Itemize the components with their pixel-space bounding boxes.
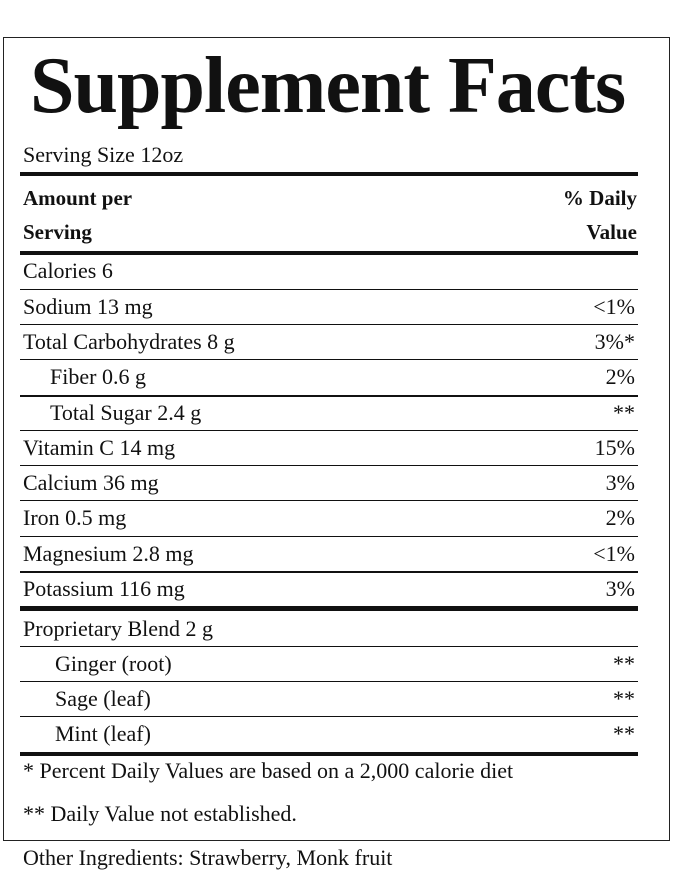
amount-header-line2: Serving xyxy=(23,220,92,244)
nutrient-dv: 15% xyxy=(594,435,635,460)
row-divider xyxy=(20,430,638,431)
nutrient-label: Potassium 116 mg xyxy=(23,576,185,601)
row-divider xyxy=(20,500,638,501)
nutrient-label: Vitamin C 14 mg xyxy=(23,435,176,460)
nutrient-dv: 2% xyxy=(605,505,635,530)
row-divider xyxy=(20,359,638,360)
row-divider xyxy=(20,289,638,290)
amount-header-line1: Amount per xyxy=(23,186,133,210)
ingredient-dv: ** xyxy=(613,721,635,746)
footnote-daily-values: * Percent Daily Values are based on a 2,… xyxy=(23,758,514,783)
ingredient-dv: ** xyxy=(613,651,635,676)
nutrient-row: Vitamin C 14 mg 15% xyxy=(20,431,638,466)
row-divider xyxy=(20,646,638,647)
nutrient-dv: 3% xyxy=(605,470,635,495)
nutrient-dv: <1% xyxy=(593,541,635,566)
nutrient-label: Magnesium 2.8 mg xyxy=(23,541,194,566)
nutrient-label: Total Sugar 2.4 g xyxy=(50,400,202,425)
nutrient-label: Iron 0.5 mg xyxy=(23,505,127,530)
nutrient-label: Calories 6 xyxy=(23,258,113,283)
nutrient-row: Sodium 13 mg <1% xyxy=(20,290,638,325)
nutrient-row: Total Sugar 2.4 g ** xyxy=(20,396,638,431)
row-divider xyxy=(20,465,638,466)
nutrient-dv: <1% xyxy=(593,294,635,319)
dv-header-line2: Value xyxy=(586,220,637,244)
nutrient-row: Total Carbohydrates 8 g 3%* xyxy=(20,325,638,360)
nutrient-label: Total Carbohydrates 8 g xyxy=(23,329,235,354)
row-divider xyxy=(20,571,638,573)
ingredient-row: Mint (leaf) ** xyxy=(20,717,638,752)
nutrient-dv: 3%* xyxy=(594,329,635,354)
thick-rule-top xyxy=(20,172,638,176)
ingredient-label: Ginger (root) xyxy=(55,651,172,676)
row-divider xyxy=(20,324,638,325)
daily-value-header: % Daily Value xyxy=(563,181,637,249)
nutrient-label: Fiber 0.6 g xyxy=(50,364,146,389)
blend-label: Proprietary Blend 2 g xyxy=(23,616,214,641)
thick-rule-bottom xyxy=(20,752,638,756)
thick-rule-header xyxy=(20,251,638,255)
row-divider xyxy=(20,536,638,537)
panel-title: Supplement Facts xyxy=(30,42,626,130)
nutrient-row: Calories 6 xyxy=(20,254,638,289)
nutrient-row: Iron 0.5 mg 2% xyxy=(20,501,638,536)
serving-size: Serving Size 12oz xyxy=(23,142,184,167)
nutrient-row: Potassium 116 mg 3% xyxy=(20,572,638,607)
ingredient-label: Mint (leaf) xyxy=(55,721,151,746)
nutrient-dv: ** xyxy=(613,400,635,425)
nutrient-dv: 2% xyxy=(605,364,635,389)
nutrient-row: Fiber 0.6 g 2% xyxy=(20,360,638,395)
amount-per-serving-header: Amount per Serving xyxy=(23,181,132,249)
thick-rule-blend xyxy=(20,606,638,611)
nutrient-label: Calcium 36 mg xyxy=(23,470,159,495)
nutrient-row: Magnesium 2.8 mg <1% xyxy=(20,537,638,572)
nutrient-dv: 3% xyxy=(605,576,635,601)
nutrient-label: Sodium 13 mg xyxy=(23,294,153,319)
other-ingredients: Other Ingredients: Strawberry, Monk frui… xyxy=(23,845,393,870)
row-divider xyxy=(20,395,638,397)
ingredient-dv: ** xyxy=(613,686,635,711)
ingredient-row: Ginger (root) ** xyxy=(20,647,638,682)
supplement-facts-panel xyxy=(3,37,670,841)
row-divider xyxy=(20,681,638,682)
row-divider xyxy=(20,716,638,717)
footnote-not-established: ** Daily Value not established. xyxy=(23,801,297,826)
ingredient-row: Sage (leaf) ** xyxy=(20,682,638,717)
blend-row: Proprietary Blend 2 g xyxy=(20,612,638,647)
dv-header-line1: % Daily xyxy=(562,186,637,210)
nutrient-row: Calcium 36 mg 3% xyxy=(20,466,638,501)
ingredient-label: Sage (leaf) xyxy=(55,686,151,711)
